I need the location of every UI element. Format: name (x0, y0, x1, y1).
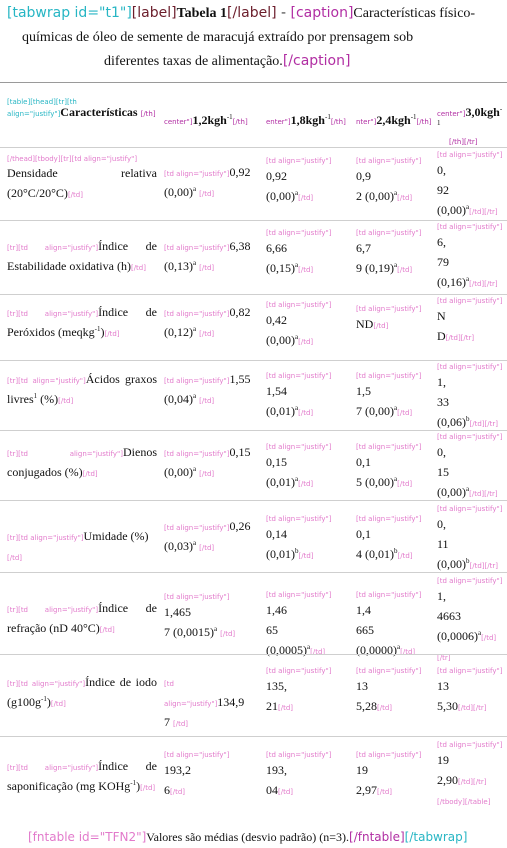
fntable-close-tag: [/fntable] (349, 830, 405, 844)
row-rule (0, 736, 507, 737)
row-name-saponificacao: [tr][td align="justify"]Índice de saponi… (7, 759, 157, 793)
header-cell-2-4: nter"]2,4kgh-1[/th] (356, 113, 432, 127)
tabwrap-open-tag: [tabwrap id="t1"] (7, 5, 132, 21)
caption-open-tag: [caption] (290, 5, 354, 21)
row-name-peroxidos: [tr][td align="justify"]Índice de Peróxi… (7, 305, 157, 339)
tabwrap-close-tag: [/tabwrap] (404, 830, 468, 844)
row-rule (0, 294, 507, 295)
row-name-densidade: [/thead][tbody][tr][td align="justify"] … (7, 155, 157, 201)
cell-acidos-1-2: [td align="justify"]1,55 (0,04)a [/td] (164, 372, 251, 406)
header-cell-caracteristicas: [table][thead][tr][th align="justify"]Ca… (7, 94, 159, 119)
table-footnote: [fntable id="TFN2"]Valores são médias (d… (28, 829, 467, 845)
label-close-tag: [/label] (227, 5, 277, 21)
table-top-rule (0, 82, 507, 83)
cell-umidade-1-2: [td align="justify"]0,26 (0,03)a [/td] (164, 519, 251, 553)
header-label-2-4: 2,4kgh (376, 113, 411, 127)
caption-text-3: diferentes taxas de alimentação. (104, 54, 283, 69)
fntable-open-tag: [fntable id="TFN2"] (28, 830, 147, 844)
caption-line-3: diferentes taxas de alimentação.[/captio… (7, 50, 502, 74)
row-rule (0, 654, 507, 655)
cell-iodo-1-8: [td align="justify"] 135, 21[/td] (266, 667, 332, 713)
row-name-umidade: [tr][td align="justify"]Umidade (%)[/td] (7, 529, 149, 562)
caption-close-tag: [/caption] (282, 53, 351, 69)
cell-peroxidos-3-0: [td align="justify"] N D[/td][/tr] (437, 297, 503, 343)
row-name-refracao: [tr][td align="justify"]Índice de refraç… (7, 601, 157, 635)
caption-line-2: químicas de óleo de semente de maracujá … (7, 26, 502, 50)
cell-refracao-1-2: [td align="justify"] 1,465 7 (0,0015)a [… (164, 593, 236, 639)
row-name-iodo: [tr][td align="justify"]Índice de iodo (… (7, 675, 157, 709)
cell-refracao-2-4: [td align="justify"] 1,4 665 (0,0000)a[/… (356, 591, 422, 657)
cell-estabilidade-3-0: [td align="justify"] 6, 79 (0,16)a[/td][… (437, 223, 503, 289)
row-name-line-b: (20°C/20°C) (7, 186, 68, 200)
cell-iodo-2-4: [td align="justify"] 13 5,28[/td] (356, 667, 422, 713)
header-label-1-2: 1,2kgh (192, 113, 227, 127)
cell-saponificacao-3-0: [td align="justify"] 19 2,90[/td][/tr][/… (437, 741, 503, 806)
cell-peroxidos-1-8: [td align="justify"] 0,42 (0,00)a[/td] (266, 301, 332, 347)
cell-estabilidade-1-2: [td align="justify"]6,38 (0,13)a [/td] (164, 239, 251, 273)
cell-estabilidade-2-4: [td align="justify"] 6,7 9 (0,19)a[/td] (356, 229, 422, 275)
cell-saponificacao-2-4: [td align="justify"] 19 2,97[/td] (356, 751, 422, 797)
label-open-tag: [label] (131, 5, 177, 21)
header-cell-1-2: center"]1,2kgh-1[/th] (164, 113, 248, 127)
cell-densidade-3-0: [td align="justify"] 0, 92 (0,00)a[/td][… (437, 151, 503, 217)
caption-text-2: químicas de óleo de semente de maracujá … (22, 30, 414, 45)
cell-umidade-1-8: [td align="justify"] 0,14 (0,01)b[/td] (266, 515, 332, 561)
caption-text-1: Características físico- (353, 6, 476, 21)
cell-acidos-2-4: [td align="justify"] 1,5 7 (0,00)a[/td] (356, 372, 422, 418)
cell-peroxidos-1-2: [td align="justify"]0,82 (0,12)a [/td] (164, 305, 251, 339)
cell-densidade-1-2: [td align="justify"]0,92 (0,00)a [/td] (164, 165, 251, 199)
row-rule (0, 500, 507, 501)
table-label: Tabela 1 (176, 6, 228, 21)
label-separator: - (276, 5, 291, 21)
row-rule (0, 220, 507, 221)
row-name-estabilidade: [tr][td align="justify"]Índice de Estabi… (7, 239, 157, 273)
cell-peroxidos-2-4: [td align="justify"] ND[/td] (356, 305, 422, 331)
cell-iodo-1-2: [td align="justify"]134,9 7 [/td] (164, 680, 245, 730)
header-label-1-8: 1,8kgh (290, 113, 325, 127)
th-close-tag: [/th] (140, 110, 156, 118)
cell-dienos-3-0: [td align="justify"] 0, 15 (0,00)a[/td][… (437, 433, 503, 499)
cell-acidos-1-8: [td align="justify"] 1,54 (0,01)a[/td] (266, 372, 332, 418)
cell-umidade-3-0: [td align="justify"] 0, 11 (0,00)b[/td][… (437, 505, 503, 571)
row-rule (0, 572, 507, 573)
caption-line-1: [tabwrap id="t1"][label]Tabela 1[/label]… (7, 2, 502, 26)
row-name-dienos: [tr][td align="justify"]Dienos conjugado… (7, 445, 157, 479)
cell-densidade-2-4: [td align="justify"] 0,9 2 (0,00)a[/td] (356, 157, 422, 203)
table-caption: [tabwrap id="t1"][label]Tabela 1[/label]… (7, 2, 502, 74)
row-rule (0, 430, 507, 431)
header-cell-3-0: center"]3,0kgh-1 [/th][/tr] (437, 105, 503, 146)
cell-dienos-1-2: [td align="justify"]0,15 (0,00)a [/td] (164, 445, 251, 479)
footnote-text: Valores são médias (desvio padrão) (n=3)… (146, 830, 350, 844)
header-open-tags: [table][thead][tr][th align="justify"] (7, 98, 77, 118)
cell-saponificacao-1-2: [td align="justify"] 193,2 6[/td] (164, 751, 230, 797)
cell-estabilidade-1-8: [td align="justify"] 6,66 (0,15)a[/td] (266, 229, 332, 275)
header-rule (0, 147, 507, 148)
cell-acidos-3-0: [td align="justify"] 1, 33 (0,06)b[/td][… (437, 363, 503, 429)
row-rule (0, 360, 507, 361)
row-name-line-a: Densidade relativa (7, 166, 157, 180)
header-cell-1-8: enter"]1,8kgh-1[/th] (266, 113, 346, 127)
cell-refracao-1-8: [td align="justify"] 1,46 65 (0,0005)a[/… (266, 591, 332, 657)
cell-dienos-2-4: [td align="justify"] 0,1 5 (0,00)a[/td] (356, 443, 422, 489)
cell-saponificacao-1-8: [td align="justify"] 193, 04[/td] (266, 751, 332, 797)
cell-densidade-1-8: [td align="justify"] 0,92 (0,00)a[/td] (266, 157, 332, 203)
cell-refracao-3-0: [td align="justify"] 1, 4663 (0,0006)a[/… (437, 577, 503, 662)
cell-dienos-1-8: [td align="justify"] 0,15 (0,01)a[/td] (266, 443, 332, 489)
row-name-acidos-graxos: [tr][td align="justify"]Ácidos graxos li… (7, 372, 157, 406)
header-label-caracteristicas: Características (60, 105, 138, 119)
cell-umidade-2-4: [td align="justify"] 0,1 4 (0,01)b[/td] (356, 515, 422, 561)
cell-iodo-3-0: [td align="justify"] 13 5,30[/td][/tr] (437, 667, 503, 713)
header-label-3-0: 3,0kgh (465, 105, 500, 119)
